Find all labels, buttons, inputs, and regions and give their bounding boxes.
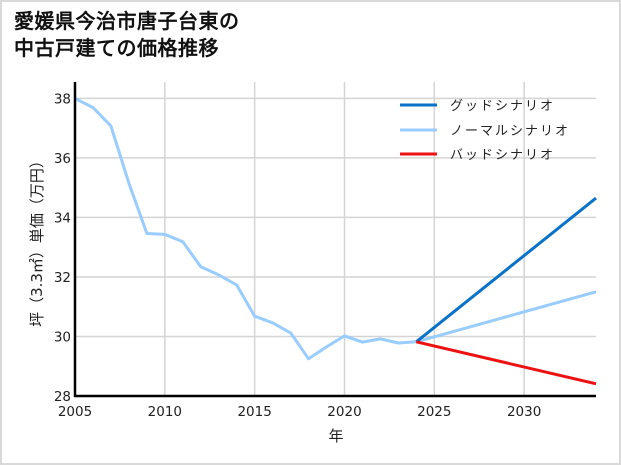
y-tick-label: 30 [54,329,71,345]
series-line [74,97,597,361]
chart-title-line-1: 愛媛県今治市唐子台東の [14,9,240,33]
series-line [415,196,597,343]
y-tick-label: 28 [54,389,71,405]
legend-label: ノーマルシナリオ [450,124,570,139]
x-tick-label: 2005 [58,404,92,420]
x-tick-label: 2030 [507,404,541,420]
x-axis-ticks: 2005 2010 2015 2020 2025 2030 [58,404,541,420]
x-tick-label: 2020 [327,404,361,420]
x-tick-label: 2025 [417,404,451,420]
legend-label: グッドシナリオ [450,99,555,114]
y-tick-label: 34 [54,210,71,226]
x-tick-label: 2010 [148,404,182,420]
y-tick-label: 36 [54,151,71,167]
x-axis-label: 年 [328,427,343,445]
plot-series [74,97,597,386]
series-line [415,340,597,386]
x-tick-label: 2015 [237,404,271,420]
legend-label: バッドシナリオ [450,148,555,163]
chart-title: 愛媛県今治市唐子台東の 中古戸建ての価格推移 [14,8,240,62]
chart-title-line-2: 中古戸建ての価格推移 [14,36,219,60]
y-axis-label: 坪（3.3㎡）単価（万円） [28,153,46,327]
axes [73,82,596,398]
y-tick-label: 38 [54,91,71,107]
y-axis-ticks: 28 30 32 34 36 38 [54,91,71,405]
y-tick-label: 32 [54,270,71,286]
